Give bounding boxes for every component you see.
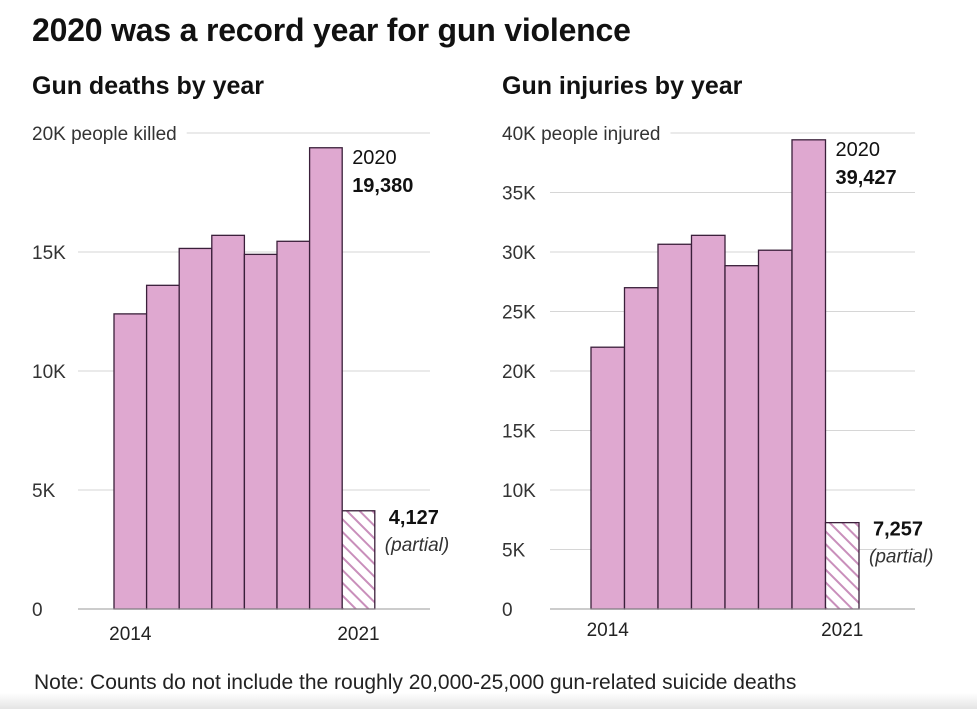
annotation-partial-note: (partial) [385,535,449,556]
y-tick-label: 10K [32,362,66,383]
x-tick-label: 2021 [337,624,379,645]
y-tick-label: 25K [502,303,536,324]
y-tick-label: 40K people injured [502,124,660,145]
bar-2021-partial [341,510,376,610]
bar-2020 [308,147,343,610]
y-tick-label: 35K [502,184,536,205]
bar-2016 [178,247,213,610]
bottom-fade [0,693,977,709]
headline: 2020 was a record year for gun violence [32,12,631,48]
footnote: Note: Counts do not include the roughly … [34,671,797,694]
bar-2021-partial [824,521,860,610]
x-tick-label: 2021 [821,620,863,641]
y-tick-label: 0 [502,600,513,621]
y-tick-label: 5K [502,541,526,562]
bar-2016 [657,243,693,610]
bar-2018 [724,265,760,610]
annotation-value: 39,427 [836,167,897,189]
y-tick-label: 5K [32,481,56,502]
bar-2017 [690,234,726,610]
annotation-value-partial: 4,127 [389,507,439,529]
y-tick-label: 30K [502,243,536,264]
annotation-partial-note: (partial) [869,547,933,568]
annotation-value: 19,380 [352,175,413,197]
annotation-value-partial: 7,257 [873,519,923,541]
y-tick-label: 15K [32,243,66,264]
y-tick-label: 20K people killed [32,124,177,145]
annotation-year: 2020 [352,147,397,169]
x-tick-label: 2014 [587,620,630,641]
bar-2018 [243,253,278,610]
bar-2019 [757,249,793,610]
annotation-year: 2020 [836,139,881,161]
bar-2020 [791,139,827,610]
y-tick-label: 15K [502,422,536,443]
bar-2017 [211,234,246,610]
chart-title-deaths: Gun deaths by year [32,72,265,100]
bar-2014 [590,346,626,610]
y-tick-label: 20K [502,362,536,383]
bar-2015 [623,287,659,610]
chart-title-injuries: Gun injuries by year [502,72,743,100]
x-tick-label: 2014 [109,624,152,645]
y-tick-label: 0 [32,600,43,621]
y-tick-label: 10K [502,481,536,502]
